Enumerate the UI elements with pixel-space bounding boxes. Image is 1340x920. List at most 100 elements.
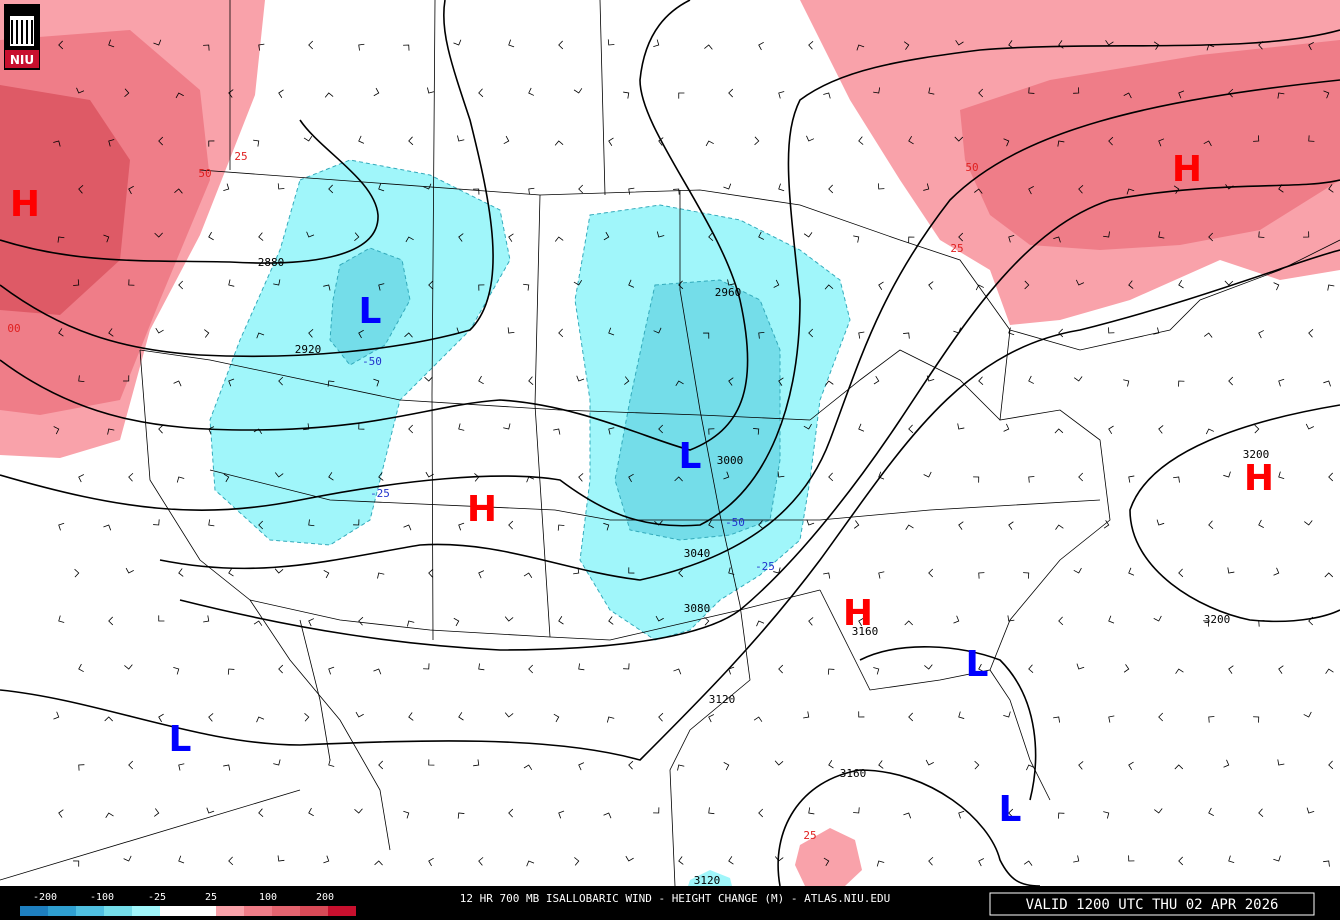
wind-arrow [105, 812, 114, 818]
wind-arrow [528, 187, 535, 195]
wind-arrow [1008, 234, 1015, 243]
wind-arrow [908, 135, 914, 145]
contour-label: 3120 [694, 874, 721, 887]
wind-arrow [1154, 808, 1163, 814]
wind-arrow [808, 807, 815, 815]
wind-arrow [653, 807, 660, 814]
wind-arrow [53, 711, 60, 720]
wind-arrow [756, 620, 765, 627]
wind-arrow [953, 327, 961, 334]
wind-arrow [108, 39, 115, 48]
legend-swatch [104, 906, 132, 916]
wind-arrow [53, 140, 61, 147]
wind-arrow [858, 331, 865, 339]
wind-arrow [308, 329, 314, 338]
wind-arrow [923, 183, 930, 191]
wind-arrow [728, 567, 735, 575]
wind-arrow [158, 615, 165, 622]
wind-arrow [256, 332, 265, 339]
wind-arrow [403, 524, 412, 531]
wind-arrow [1208, 520, 1214, 530]
wind-arrow [258, 808, 264, 817]
change-label: -50 [725, 516, 745, 529]
pressure-center: L [359, 291, 382, 332]
wind-arrow [1178, 856, 1184, 866]
wind-arrow [873, 87, 881, 94]
wind-arrow [905, 524, 914, 530]
wind-arrow [978, 663, 984, 673]
wind-arrow [1028, 186, 1034, 195]
wind-arrow [328, 666, 335, 675]
wind-arrow [1178, 568, 1184, 578]
wind-arrow [278, 89, 284, 98]
wind-arrow [1108, 615, 1115, 624]
wind-arrow [453, 327, 460, 336]
wind-arrow [877, 183, 885, 190]
wind-arrow [528, 87, 535, 96]
wind-arrow [253, 620, 263, 626]
wind-arrow [778, 183, 785, 192]
wind-arrow [723, 471, 730, 480]
wind-arrow [323, 569, 330, 579]
wind-arrow [378, 472, 384, 481]
wind-arrow [408, 136, 414, 146]
wind-arrow [1273, 282, 1280, 291]
wind-arrow [678, 856, 684, 865]
pressure-center: H [1244, 458, 1274, 499]
contour-label: 3160 [852, 625, 879, 638]
wind-arrow [1308, 616, 1314, 626]
wind-arrow [1008, 808, 1014, 818]
wind-arrow [508, 520, 514, 530]
wind-arrow [808, 617, 814, 626]
wind-arrow [1073, 87, 1080, 94]
wind-arrow [975, 284, 984, 291]
wind-arrow [778, 664, 784, 674]
wind-arrow [1007, 615, 1015, 622]
wind-arrow [358, 329, 364, 339]
wind-arrow [228, 378, 235, 387]
wind-arrow [273, 759, 281, 766]
wind-arrow [554, 236, 564, 242]
wind-arrow [554, 140, 564, 146]
wind-arrow [353, 519, 360, 526]
wind-arrow [528, 664, 534, 674]
wind-arrow [1123, 379, 1130, 387]
wind-arrow [1205, 428, 1215, 435]
wind-arrow [758, 331, 765, 339]
wind-arrow [228, 568, 234, 577]
wind-arrow [253, 139, 260, 147]
wind-arrow [277, 855, 285, 862]
wind-arrow [1328, 184, 1334, 193]
wind-arrow [158, 424, 164, 434]
wind-arrow [603, 812, 612, 819]
wind-arrow [208, 519, 215, 527]
wind-arrow [608, 327, 615, 336]
wind-arrow [953, 615, 960, 624]
wind-arrow [73, 279, 80, 286]
wind-arrow [853, 235, 860, 243]
wind-arrow [504, 712, 514, 718]
wind-arrow [378, 760, 384, 770]
change-label: 25 [803, 829, 816, 842]
wind-arrow [1258, 808, 1264, 818]
wind-arrow [323, 284, 331, 291]
wind-arrow [178, 568, 184, 577]
wind-arrow [873, 667, 880, 675]
wind-arrow [274, 568, 284, 574]
wind-arrow [1058, 40, 1064, 49]
wind-arrow [675, 380, 684, 387]
wind-arrow [806, 135, 815, 142]
wind-arrow [1324, 572, 1334, 578]
wind-arrow [1108, 136, 1114, 146]
wind-arrow [1003, 138, 1010, 147]
wind-arrow [58, 809, 64, 818]
wind-arrow [526, 476, 535, 483]
change-label: 00 [7, 322, 20, 335]
pressure-center: L [169, 719, 192, 760]
wind-arrow [957, 423, 965, 430]
wind-arrow [1325, 668, 1334, 674]
wind-arrow [203, 44, 210, 51]
wind-arrow [1078, 761, 1084, 770]
wind-arrow [1103, 520, 1110, 529]
